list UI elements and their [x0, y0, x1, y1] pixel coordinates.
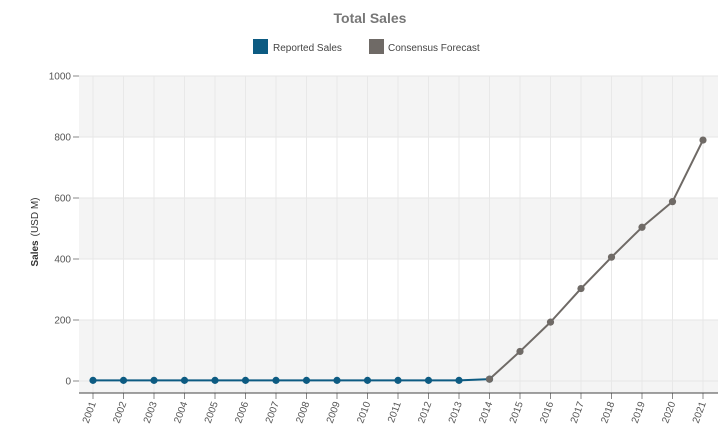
- legend-swatch-consensus-forecast: [369, 39, 384, 54]
- y-tick-label: 1000: [49, 72, 72, 83]
- data-point-reported-sales[interactable]: [211, 376, 219, 384]
- x-tick-label: 2002: [111, 400, 129, 425]
- data-point-consensus-forecast[interactable]: [668, 198, 677, 206]
- y-tick-label: 200: [54, 316, 71, 327]
- data-point-reported-sales[interactable]: [394, 376, 402, 384]
- x-tick-label: 2009: [325, 400, 343, 425]
- y-axis: 0 200 400 600 800 1000: [49, 72, 79, 388]
- chart-title: Total Sales: [334, 10, 407, 26]
- data-point-reported-sales[interactable]: [150, 376, 158, 384]
- x-tick-label: 2012: [416, 400, 434, 425]
- x-tick-label: 2001: [81, 400, 99, 425]
- data-point-reported-sales[interactable]: [180, 376, 189, 384]
- series-lines: [93, 139, 704, 382]
- x-tick-label: 2019: [630, 400, 648, 425]
- data-point-consensus-forecast[interactable]: [546, 318, 555, 326]
- x-tick-label: 2005: [203, 400, 221, 425]
- x-tick-label: 2017: [569, 400, 587, 425]
- data-point-reported-sales[interactable]: [333, 376, 341, 384]
- series-points: [89, 136, 707, 384]
- x-tick-label: 2011: [386, 400, 404, 424]
- legend-item-reported-sales[interactable]: Reported Sales: [253, 39, 342, 54]
- data-point-reported-sales[interactable]: [455, 376, 463, 384]
- data-point-consensus-forecast[interactable]: [607, 253, 616, 261]
- x-tick-label: 2006: [233, 400, 251, 425]
- data-point-consensus-forecast[interactable]: [638, 223, 646, 231]
- legend-swatch-reported-sales: [253, 39, 268, 54]
- legend-label-consensus-forecast: Consensus Forecast: [388, 43, 480, 54]
- y-axis-unit: (USD M): [30, 197, 41, 236]
- x-tick-label: 2016: [538, 400, 556, 425]
- x-tick-label: 2018: [599, 400, 617, 425]
- x-tick-label: 2013: [447, 400, 465, 425]
- y-axis-title: Sales (USD M): [30, 197, 41, 266]
- data-point-reported-sales[interactable]: [302, 376, 311, 384]
- data-point-reported-sales[interactable]: [119, 376, 128, 384]
- x-tick-label: 2014: [477, 400, 495, 425]
- x-tick-label: 2020: [660, 400, 678, 425]
- data-point-consensus-forecast[interactable]: [516, 347, 524, 356]
- series-line-reported-sales: [93, 378, 490, 382]
- data-point-reported-sales[interactable]: [89, 376, 97, 384]
- x-tick-label: 2008: [294, 400, 312, 425]
- data-point-reported-sales[interactable]: [363, 376, 372, 384]
- legend-label-reported-sales: Reported Sales: [273, 43, 342, 54]
- x-axis: 2001 2002 2003 2004 2005 2006 2007 2008 2009 2010…: [81, 393, 709, 425]
- x-tick-label: 2010: [355, 400, 373, 425]
- y-tick-label: 600: [54, 194, 71, 205]
- x-tick-label: 2007: [264, 400, 282, 425]
- series-line-consensus-forecast: [488, 139, 704, 380]
- x-tick-label: 2003: [142, 400, 160, 425]
- legend-item-consensus-forecast[interactable]: Consensus Forecast: [369, 39, 480, 54]
- legend: Reported Sales Consensus Forecast: [253, 39, 480, 54]
- x-tick-label: 2015: [508, 400, 526, 425]
- data-point-reported-sales[interactable]: [272, 376, 280, 384]
- y-axis-label: Sales: [30, 240, 41, 267]
- data-point-consensus-forecast[interactable]: [577, 284, 585, 293]
- y-tick-label: 400: [54, 255, 71, 266]
- grid-lines: [79, 75, 718, 393]
- data-point-reported-sales[interactable]: [241, 376, 250, 384]
- data-point-reported-sales[interactable]: [424, 376, 433, 384]
- svg-text:Sales(USD M): Sales (USD M): [30, 197, 41, 266]
- y-tick-label: 0: [65, 377, 71, 388]
- data-point-consensus-forecast[interactable]: [485, 375, 494, 383]
- x-tick-label: 2021: [691, 400, 709, 425]
- data-point-consensus-forecast[interactable]: [699, 136, 707, 144]
- x-tick-label: 2004: [172, 400, 190, 425]
- y-tick-label: 800: [54, 133, 71, 144]
